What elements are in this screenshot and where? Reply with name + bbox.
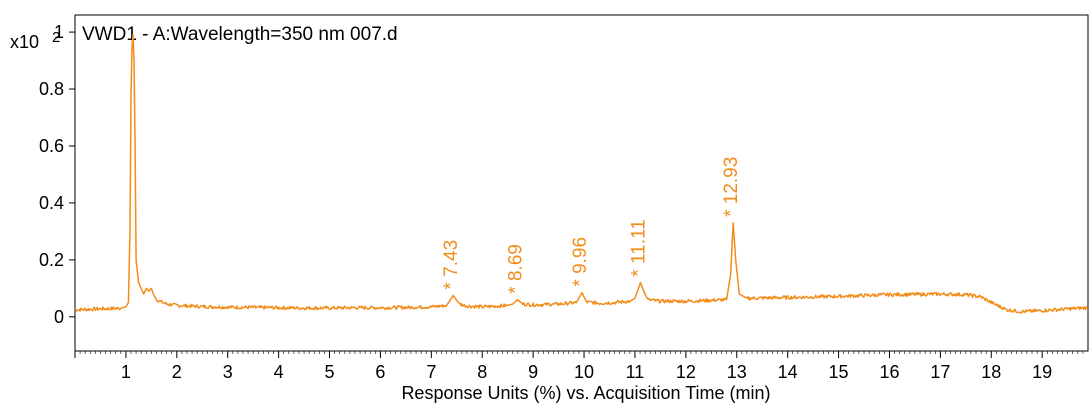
- x-tick-label: 8: [477, 362, 487, 382]
- x-tick-label: 3: [223, 362, 233, 382]
- y-tick-label: 0.6: [39, 136, 64, 156]
- x-tick-label: 4: [274, 362, 284, 382]
- x-tick-label: 18: [981, 362, 1001, 382]
- y-tick-label: 0.8: [39, 79, 64, 99]
- x-tick-label: 15: [829, 362, 849, 382]
- peak-label: * 11.11: [629, 219, 650, 276]
- y-tick-label: 0: [54, 307, 64, 327]
- x-tick-label: 2: [172, 362, 182, 382]
- peak-label: * 12.93: [721, 157, 742, 217]
- x-tick-label: 19: [1032, 362, 1052, 382]
- y-tick-label: 0.2: [39, 250, 64, 270]
- x-axis-title: Response Units (%) vs. Acquisition Time …: [401, 383, 770, 403]
- x-tick-label: 1: [121, 362, 131, 382]
- x-tick-label: 10: [574, 362, 594, 382]
- peak-label: * 7.43: [441, 240, 462, 290]
- chart-title: VWD1 - A:Wavelength=350 nm 007.d: [82, 24, 398, 45]
- x-tick-label: 6: [375, 362, 385, 382]
- x-tick-label: 5: [325, 362, 335, 382]
- x-tick-label: 7: [426, 362, 436, 382]
- x-tick-label: 14: [778, 362, 798, 382]
- y-tick-label: 1: [54, 22, 64, 42]
- x-tick-label: 12: [676, 362, 696, 382]
- plot-frame: [75, 15, 1088, 351]
- y-multiplier-label: x10: [10, 32, 39, 52]
- y-tick-label: 0.4: [39, 193, 64, 213]
- peak-label: * 8.69: [505, 244, 526, 294]
- x-tick-label: 16: [879, 362, 899, 382]
- y-axis: 0 0.2 0.4 0.6 0.8 1: [39, 22, 75, 327]
- x-axis: 1 2 3 4 5 6 7 8 9 10 11 12 13 14 15 16 17 18 19: [75, 351, 1083, 382]
- x-tick-label: 11: [626, 362, 645, 382]
- peak-annotations: * 7.43 * 8.69 * 9.96 * 11.11 * 12.93: [441, 157, 742, 294]
- peak-label: * 9.96: [570, 237, 591, 287]
- x-tick-label: 9: [528, 362, 538, 382]
- x-tick-label: 13: [727, 362, 747, 382]
- x-tick-label: 17: [930, 362, 950, 382]
